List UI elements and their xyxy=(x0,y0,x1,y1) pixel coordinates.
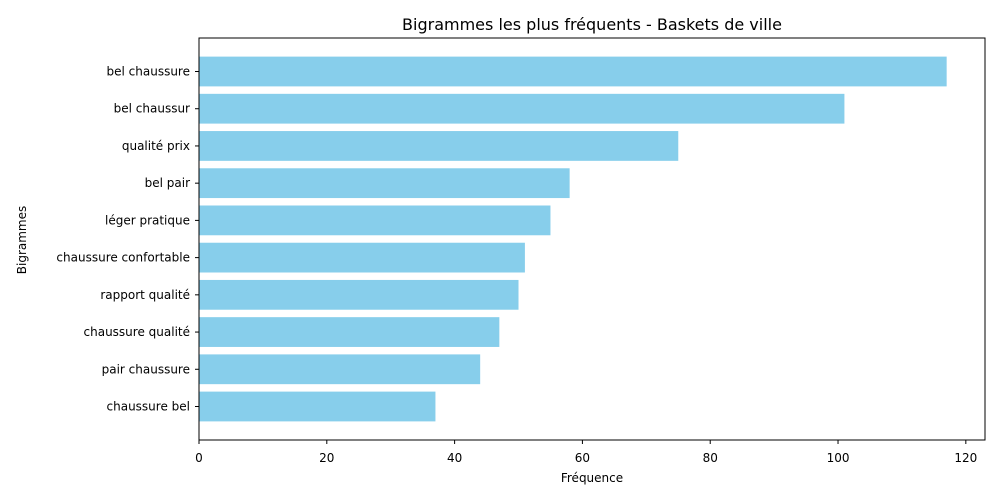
x-tick-label: 60 xyxy=(575,451,590,465)
x-tick-label: 100 xyxy=(827,451,850,465)
bar-1 xyxy=(199,56,947,87)
x-tick-label: 20 xyxy=(319,451,334,465)
y-tick-label: qualité prix xyxy=(122,139,190,153)
bar-8 xyxy=(199,317,500,347)
bar-4 xyxy=(199,168,570,199)
y-tick-label: léger pratique xyxy=(105,213,190,227)
y-tick-label: bel pair xyxy=(145,176,190,190)
x-axis-ticks: 0 20 40 60 80 100 120 xyxy=(195,440,977,465)
x-tick-label: 120 xyxy=(954,451,977,465)
bar-3 xyxy=(199,131,679,161)
x-tick-label: 40 xyxy=(447,451,462,465)
y-tick-label: chaussure bel xyxy=(107,400,190,414)
bar-2 xyxy=(199,93,845,124)
y-tick-label: bel chaussure xyxy=(107,65,190,79)
bars-group xyxy=(199,56,947,422)
y-axis-ticks: bel chaussure bel chaussur qualité prix bel… xyxy=(56,65,199,414)
x-tick-label: 80 xyxy=(703,451,718,465)
x-axis-label: Fréquence xyxy=(561,471,623,485)
plot-frame xyxy=(198,37,986,441)
x-tick-label: 0 xyxy=(195,451,203,465)
y-tick-label: bel chaussur xyxy=(114,102,190,116)
bar-5 xyxy=(199,205,551,236)
bar-9 xyxy=(199,354,481,385)
bar-10 xyxy=(199,391,436,422)
bar-6 xyxy=(199,242,525,273)
y-tick-label: chaussure qualité xyxy=(84,325,190,339)
y-tick-label: pair chaussure xyxy=(102,362,190,376)
y-axis-label: Bigrammes xyxy=(15,206,29,274)
bar-7 xyxy=(199,279,519,310)
y-tick-label: rapport qualité xyxy=(100,288,190,302)
chart-title: Bigrammes les plus fréquents - Baskets d… xyxy=(402,15,782,34)
y-tick-label: chaussure confortable xyxy=(56,251,190,265)
